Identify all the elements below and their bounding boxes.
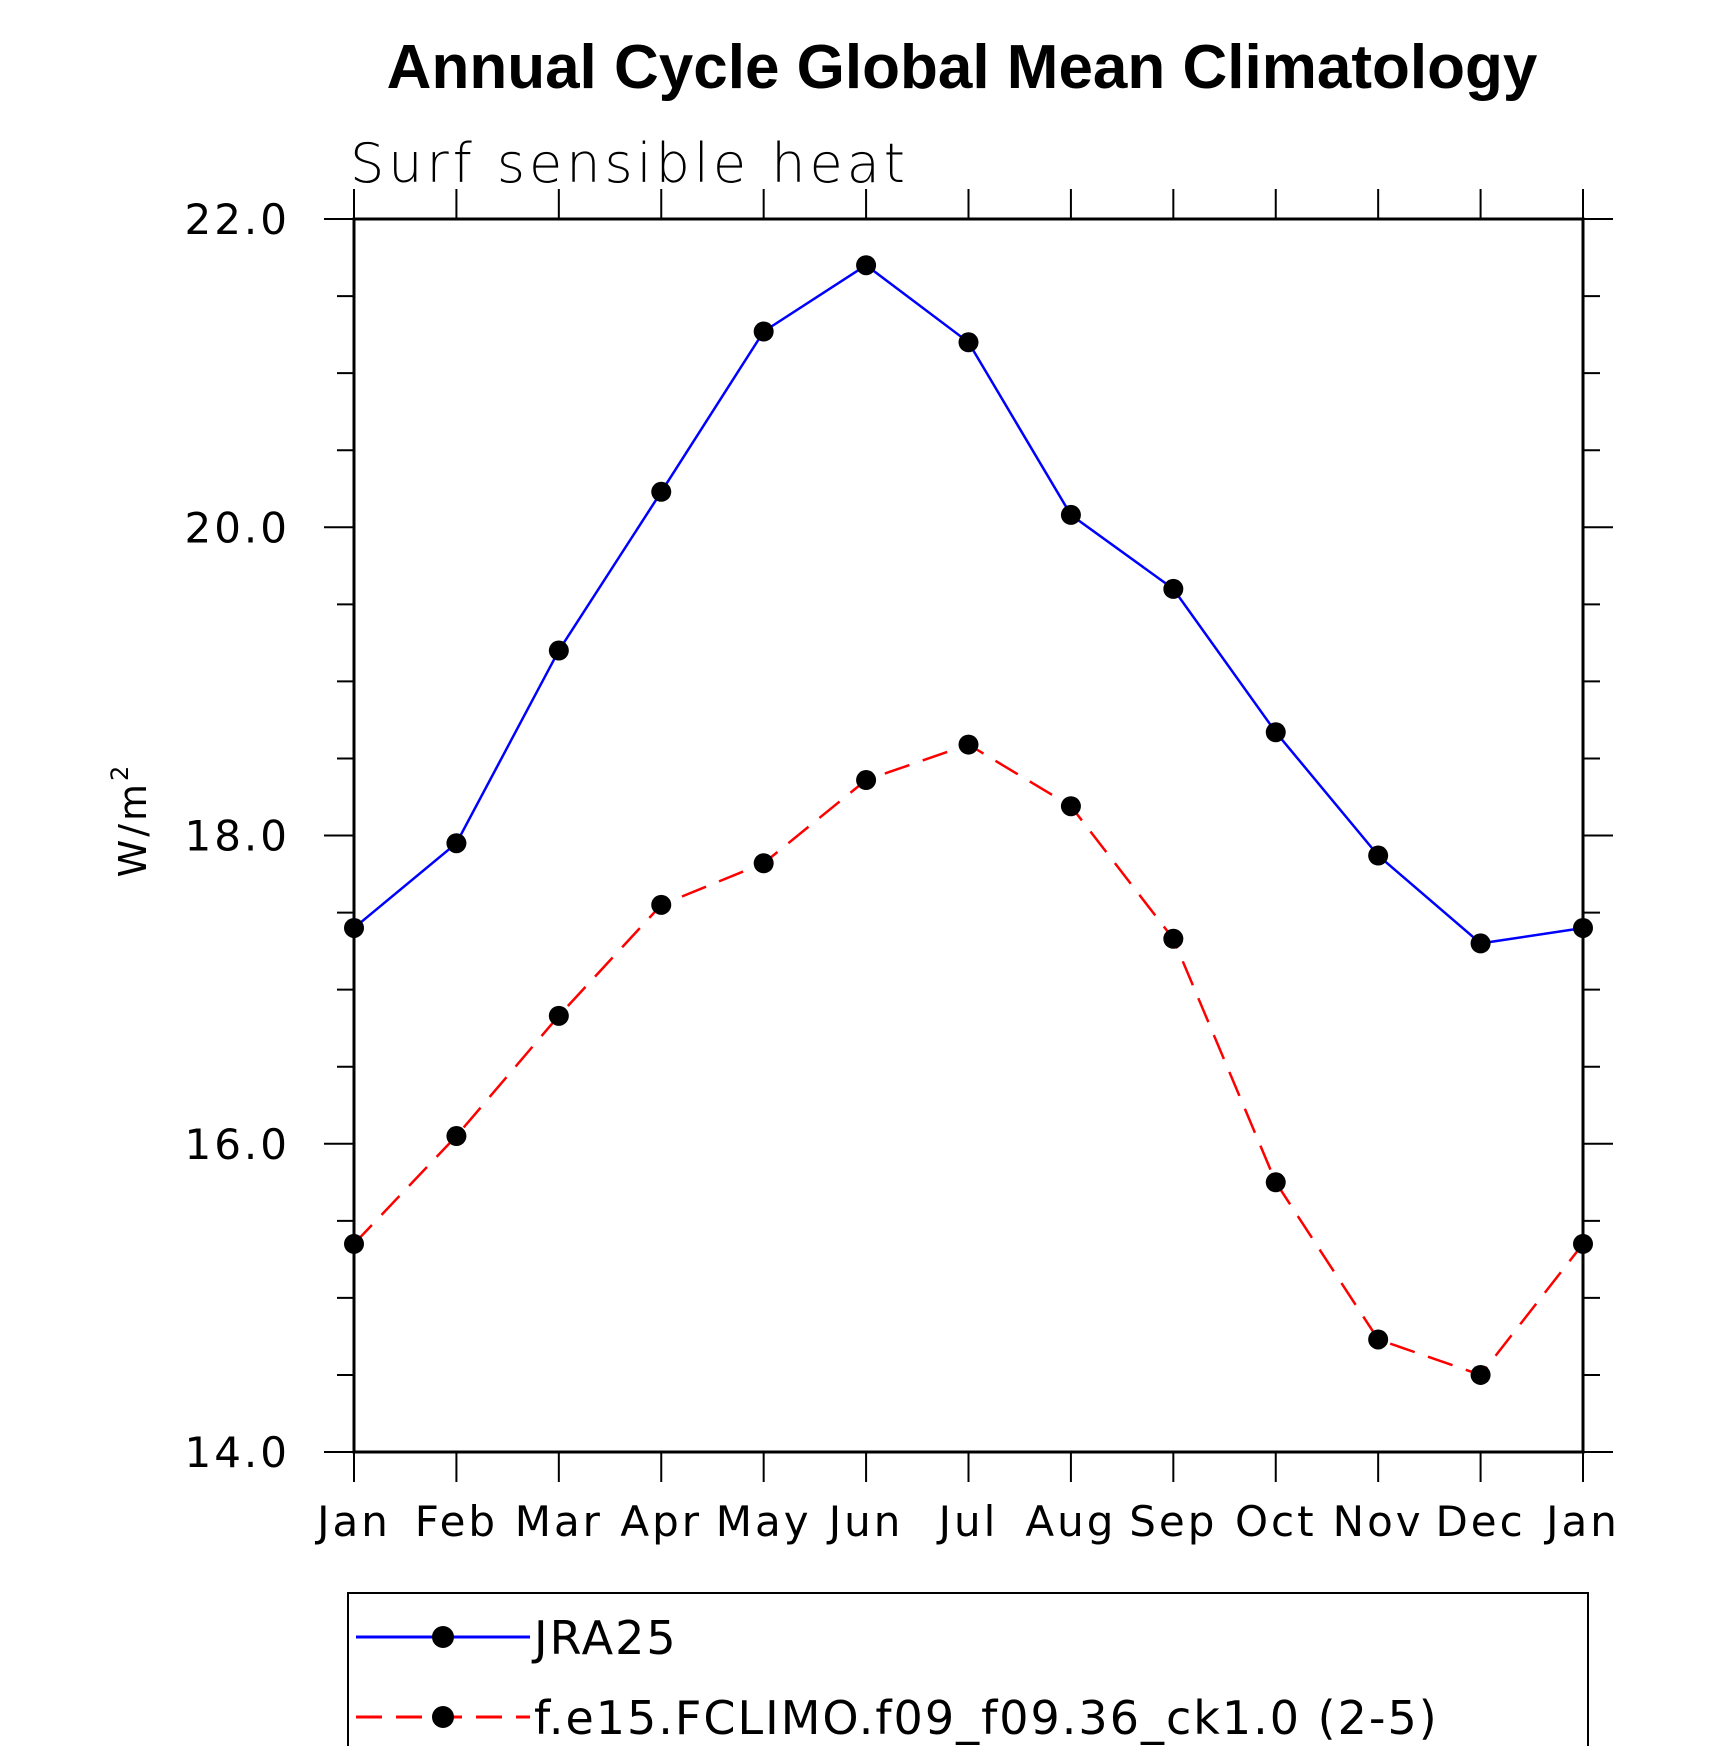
series-1-point: [1060, 504, 1081, 525]
x-axis-ticks: [353, 189, 1584, 1482]
x-tick-label: Apr: [620, 1497, 702, 1546]
series-1-point: [753, 321, 774, 342]
x-tick-label: Jul: [936, 1497, 999, 1546]
series-1-point: [856, 255, 877, 276]
legend-marker-jra25: [432, 1626, 454, 1648]
series-1-point: [1470, 933, 1491, 954]
y-axis-ticks: [324, 218, 1613, 1453]
plot-frame: [352, 217, 1585, 1454]
x-tick-label: Aug: [1025, 1497, 1116, 1546]
series-2-point: [1163, 928, 1184, 949]
x-tick-label: Sep: [1129, 1497, 1217, 1546]
y-axis-label: W/m2: [106, 763, 155, 878]
y-axis-tick-labels: 14.0 16.0 18.0 20.0 22.0: [184, 195, 290, 1477]
series-2-point: [1573, 1233, 1593, 1254]
series-2-point: [651, 894, 672, 915]
series-1-point: [446, 833, 467, 854]
legend: JRA25 f.e15.FCLIMO.f09_f09.36_ck1.0 (2-5…: [347, 1592, 1589, 1746]
series-2-point: [1470, 1364, 1491, 1385]
x-tick-label: Jun: [826, 1497, 904, 1546]
y-axis-label-text: W/m: [111, 781, 155, 877]
legend-label-jra25: JRA25: [531, 1611, 678, 1665]
svg-text:W/m2: W/m2: [106, 763, 155, 878]
y-tick-label: 14.0: [184, 1428, 290, 1477]
x-tick-label: Nov: [1333, 1497, 1424, 1546]
x-axis-tick-labels: Jan Feb Mar Apr May Jun Jul Aug Sep Oct Nov Dec Jan: [314, 1497, 1620, 1546]
x-tick-label: Mar: [515, 1497, 603, 1546]
legend-label-model: f.e15.FCLIMO.f09_f09.36_ck1.0 (2-5): [534, 1691, 1439, 1745]
series-2-point: [856, 770, 877, 791]
series-line-2: [353, 743, 1584, 1377]
series-2-point: [1265, 1172, 1286, 1193]
series-layer: [344, 255, 1593, 1385]
chart-title: Annual Cycle Global Mean Climatology: [387, 33, 1538, 102]
legend-box: [347, 1592, 1589, 1746]
y-tick-label: 22.0: [184, 195, 290, 244]
series-1-point: [958, 332, 979, 353]
x-tick-label: Jan: [314, 1497, 391, 1546]
series-1-point: [651, 481, 672, 502]
series-2-point: [958, 734, 979, 755]
series-line-1: [353, 263, 1584, 945]
y-tick-label: 20.0: [184, 503, 290, 552]
series-1-point: [1368, 845, 1389, 866]
x-tick-label: May: [716, 1497, 812, 1546]
series-2-point: [344, 1233, 364, 1254]
y-axis-label-superscript: 2: [106, 763, 134, 781]
series-1-point: [548, 640, 569, 661]
series-1-point: [1573, 917, 1593, 938]
x-tick-label: Jan: [1543, 1497, 1620, 1546]
series-2-point: [1060, 796, 1081, 817]
chart-subtitle: Surf sensible heat: [350, 132, 909, 195]
series-1-point: [344, 917, 364, 938]
x-tick-label: Dec: [1435, 1497, 1525, 1546]
x-tick-label: Feb: [415, 1497, 498, 1546]
series-1-point: [1163, 578, 1184, 599]
series-2-point: [1368, 1329, 1389, 1350]
x-tick-label: Oct: [1235, 1497, 1317, 1546]
y-tick-label: 16.0: [184, 1120, 290, 1169]
y-tick-label: 18.0: [184, 812, 290, 861]
legend-marker-model: [432, 1706, 454, 1728]
series-2-point: [753, 853, 774, 874]
series-2-point: [446, 1126, 467, 1147]
series-1-point: [1265, 722, 1286, 743]
series-2-point: [548, 1005, 569, 1026]
